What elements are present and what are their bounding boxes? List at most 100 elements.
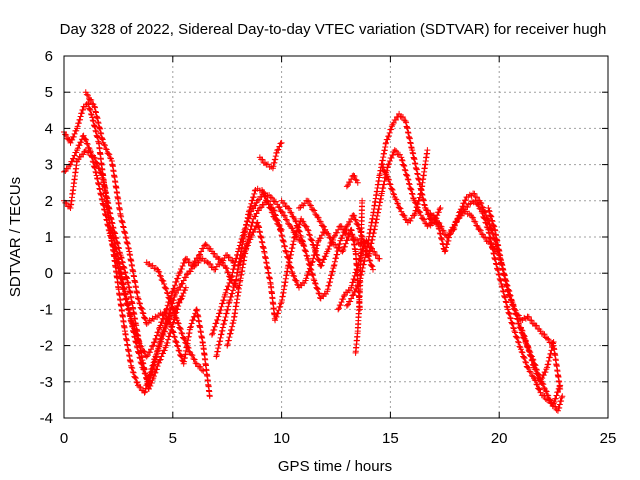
data-point [187,324,194,331]
trace-marker [172,314,179,321]
trace-marker [326,243,333,250]
trace-marker [103,146,110,153]
trace-marker [155,347,162,354]
trace-marker [183,271,190,278]
trace-marker [119,259,126,266]
data-point [511,306,518,313]
trace-marker [124,239,131,246]
trace-marker [299,218,306,225]
trace-marker [78,110,85,117]
trace-marker [515,312,522,319]
trace-marker [477,227,484,234]
trace-marker [491,223,498,230]
trace-marker [88,111,95,118]
trace-marker [218,303,225,310]
trace-marker [308,236,315,243]
trace-marker [226,254,233,261]
trace-marker [129,365,136,372]
trace-marker [122,230,129,237]
trace-marker [129,321,136,328]
trace-marker [217,306,224,313]
trace-marker [71,152,78,159]
trace-marker [86,106,93,113]
trace-marker [169,305,176,312]
trace-marker [297,232,304,239]
trace-marker [335,305,342,312]
data-point [480,234,487,240]
data-point [350,291,357,298]
trace-marker [485,207,492,214]
trace-marker [527,352,534,359]
trace-marker [301,247,308,254]
data-point [278,139,285,146]
trace-marker [178,265,185,272]
trace-marker [386,180,393,187]
trace-marker [352,176,359,183]
trace-marker [388,154,395,161]
trace-marker [123,274,130,281]
series-track-r [365,147,444,259]
trace-marker [404,172,411,179]
trace-marker [281,212,288,219]
trace-marker [309,241,316,248]
trace-marker [138,305,145,312]
trace-marker [186,259,193,266]
series-track-j [256,139,285,172]
trace-marker [230,319,237,326]
trace-marker [416,208,423,215]
trace-marker [488,213,495,220]
trace-marker [166,319,173,326]
trace-marker [506,292,513,299]
trace-marker [367,257,374,264]
trace-marker [160,315,167,322]
trace-marker [163,320,170,327]
trace-marker [160,278,167,285]
trace-marker [276,221,283,228]
trace-marker [458,209,465,216]
trace-marker [281,243,288,250]
trace-marker [321,256,328,263]
trace-marker [327,275,334,282]
trace-marker [235,261,242,268]
data-point [359,197,366,204]
trace-marker [177,326,184,333]
trace-marker [313,251,320,258]
data-point [141,389,148,396]
trace-marker [531,366,538,373]
trace-marker [124,279,131,286]
trace-marker [501,293,508,300]
trace-marker [439,227,446,234]
trace-marker [397,205,404,212]
trace-marker [390,119,397,126]
trace-marker [498,283,505,290]
trace-marker [175,347,182,354]
trace-marker [154,363,161,370]
data-point [150,342,157,349]
trace-marker [140,348,147,355]
trace-marker [340,296,347,303]
data-point [108,219,115,226]
trace-marker [405,180,412,187]
trace-marker [192,258,199,265]
trace-marker [529,361,536,368]
trace-marker [248,232,255,239]
trace-marker [541,392,548,399]
x-tick-label: 5 [169,430,177,447]
trace-marker [120,224,127,231]
trace-marker [259,156,266,163]
trace-marker [518,327,525,334]
trace-marker [224,341,231,348]
y-tick-label: -1 [40,301,53,318]
trace-marker [171,282,178,289]
trace-marker [349,292,356,299]
trace-marker [151,358,158,365]
trace-marker [408,190,415,197]
trace-marker [553,392,560,399]
trace-marker [71,130,78,137]
trace-marker [252,226,259,233]
trace-marker [416,197,423,204]
trace-marker [316,218,323,225]
data-point [404,176,411,183]
trace-marker [420,215,427,222]
trace-marker [314,286,321,293]
